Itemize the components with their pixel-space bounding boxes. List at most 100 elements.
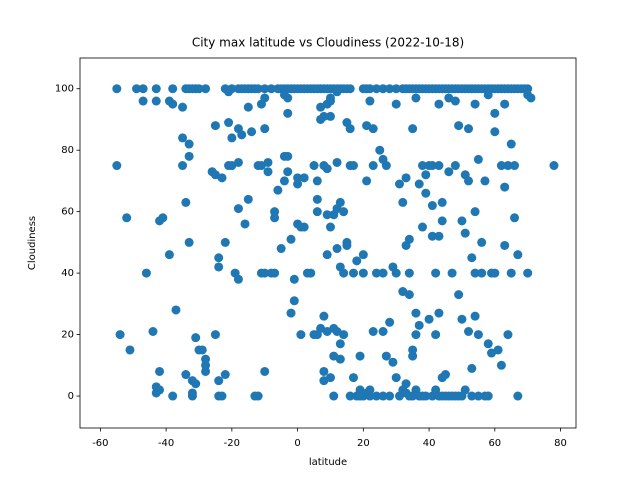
point bbox=[467, 391, 477, 401]
point bbox=[421, 170, 431, 180]
chart-title: City max latitude vs Cloudiness (2022-10… bbox=[192, 36, 464, 50]
point bbox=[289, 296, 299, 306]
point bbox=[358, 250, 368, 260]
point bbox=[414, 320, 424, 330]
point bbox=[184, 151, 194, 161]
point bbox=[378, 84, 388, 94]
point bbox=[371, 84, 381, 94]
point bbox=[368, 124, 378, 134]
point bbox=[151, 84, 161, 94]
point bbox=[325, 373, 335, 383]
point bbox=[217, 173, 227, 183]
point bbox=[178, 133, 188, 143]
point bbox=[312, 176, 322, 186]
point bbox=[404, 234, 414, 244]
point bbox=[339, 268, 349, 278]
point bbox=[141, 268, 151, 278]
point bbox=[434, 308, 444, 318]
point bbox=[148, 327, 158, 337]
point bbox=[470, 268, 480, 278]
point bbox=[210, 330, 220, 340]
point bbox=[434, 161, 444, 171]
x-tick-label: 20 bbox=[357, 438, 370, 449]
point bbox=[155, 366, 165, 376]
point bbox=[283, 151, 293, 161]
point bbox=[178, 161, 188, 171]
point bbox=[477, 268, 487, 278]
point bbox=[464, 176, 474, 186]
point bbox=[279, 176, 289, 186]
point bbox=[450, 161, 460, 171]
point bbox=[470, 99, 480, 109]
point bbox=[329, 391, 339, 401]
point bbox=[365, 96, 375, 106]
point bbox=[260, 268, 270, 278]
point bbox=[381, 351, 391, 361]
point bbox=[224, 87, 234, 97]
point bbox=[286, 308, 296, 318]
plot-frame bbox=[79, 57, 577, 429]
point bbox=[408, 124, 418, 134]
point bbox=[378, 327, 388, 337]
point bbox=[427, 231, 437, 241]
point bbox=[506, 268, 516, 278]
point bbox=[283, 108, 293, 118]
point bbox=[233, 204, 243, 214]
point bbox=[283, 93, 293, 103]
point bbox=[325, 96, 335, 106]
point bbox=[457, 314, 467, 324]
point bbox=[178, 102, 188, 112]
point bbox=[348, 373, 358, 383]
point bbox=[335, 339, 345, 349]
point bbox=[385, 391, 395, 401]
point bbox=[510, 213, 520, 223]
point bbox=[132, 84, 142, 94]
point bbox=[220, 370, 230, 380]
y-tick-label: 20 bbox=[61, 330, 74, 341]
y-axis-label: Cloudiness bbox=[27, 216, 38, 270]
point bbox=[427, 161, 437, 171]
point bbox=[210, 121, 220, 131]
point bbox=[483, 90, 493, 100]
point bbox=[401, 173, 411, 183]
point bbox=[260, 124, 270, 134]
point bbox=[391, 373, 401, 383]
x-tick-label: 60 bbox=[488, 438, 501, 449]
point bbox=[480, 176, 490, 186]
point bbox=[253, 84, 263, 94]
point bbox=[194, 84, 204, 94]
point bbox=[325, 222, 335, 232]
point bbox=[299, 222, 309, 232]
point bbox=[500, 99, 510, 109]
y-tick-label: 0 bbox=[68, 391, 74, 402]
point bbox=[335, 354, 345, 364]
point bbox=[477, 237, 487, 247]
point bbox=[201, 84, 211, 94]
point bbox=[247, 127, 257, 137]
point bbox=[362, 176, 372, 186]
point bbox=[319, 311, 329, 321]
point bbox=[500, 182, 510, 192]
point bbox=[191, 379, 201, 389]
point bbox=[381, 161, 391, 171]
point bbox=[434, 391, 444, 401]
point bbox=[503, 161, 513, 171]
point bbox=[513, 250, 523, 260]
point bbox=[404, 391, 414, 401]
point bbox=[181, 370, 191, 380]
point bbox=[263, 167, 273, 177]
point bbox=[496, 161, 506, 171]
point bbox=[355, 351, 365, 361]
point bbox=[411, 93, 421, 103]
point bbox=[266, 84, 276, 94]
point bbox=[404, 290, 414, 300]
point bbox=[260, 84, 270, 94]
point bbox=[122, 213, 132, 223]
point bbox=[299, 173, 309, 183]
point bbox=[201, 360, 211, 370]
point bbox=[454, 290, 464, 300]
point bbox=[444, 167, 454, 177]
point bbox=[345, 124, 355, 134]
point bbox=[388, 357, 398, 367]
point bbox=[424, 314, 434, 324]
